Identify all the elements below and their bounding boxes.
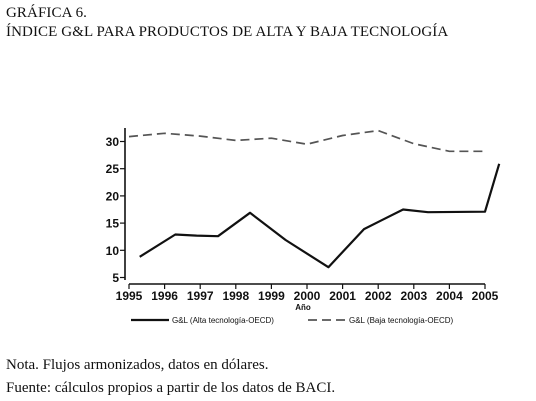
x-tick-label: 1999 [258,289,285,303]
x-tick-label: 1995 [116,289,143,303]
x-axis-title: Año [295,303,311,312]
x-tick-label: 2001 [329,289,356,303]
x-tick-label: 2005 [472,289,499,303]
line-chart: 5 10 15 20 25 30 1995 1996 1997 1998 1999 2000 2001 2… [106,128,501,325]
x-tick-label: 1998 [222,289,249,303]
legend-label-2: G&L (Baja tecnología-OECD) [349,316,454,325]
y-tick-label: 10 [106,244,120,258]
y-tick-label: 5 [112,271,119,285]
series-line-1 [139,163,501,269]
x-tick-label: 2003 [400,289,427,303]
y-tick-label: 25 [106,162,120,176]
figure-title: ÍNDICE G&L PARA PRODUCTOS DE ALTA Y BAJA… [6,24,449,40]
figure-footer: Nota. Flujos armonizados, datos en dólar… [6,354,335,400]
y-tick-label: 15 [106,217,120,231]
chart-axes: 5 10 15 20 25 30 1995 1996 1997 1998 1999 2000 2001 2… [106,128,499,312]
chart-series-layer [128,129,501,269]
figure-header: GRÁFICA 6. ÍNDICE G&L PARA PRODUCTOS DE … [6,4,448,42]
x-tick-label: 2004 [436,289,463,303]
x-tick-label: 1996 [151,289,178,303]
figure-source: Fuente: cálculos propios a partir de los… [6,380,336,396]
x-tick-label: 1997 [187,289,214,303]
x-tick-label: 2000 [294,289,321,303]
figure-note: Nota. Flujos armonizados, datos en dólar… [6,357,269,373]
x-tick-label: 2002 [365,289,392,303]
y-tick-label: 30 [106,135,120,149]
figure-label: GRÁFICA 6. [6,5,88,21]
series-line-2 [128,129,485,153]
chart-legend: G&L (Alta tecnología-OECD) G&L (Baja tecn… [131,316,454,325]
legend-label-1: G&L (Alta tecnología-OECD) [172,316,274,325]
y-tick-label: 20 [106,189,120,203]
